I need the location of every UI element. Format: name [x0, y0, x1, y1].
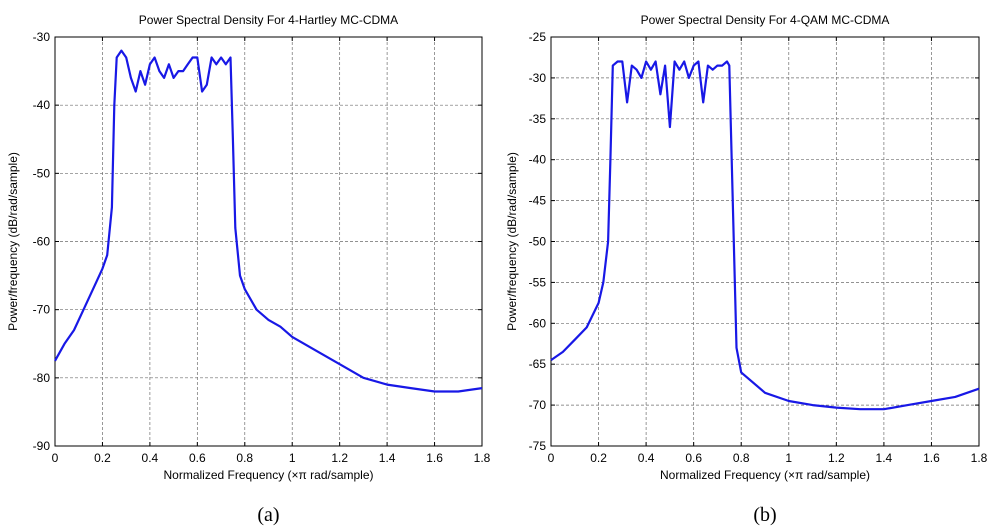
x-axis-label: Normalized Frequency (×π rad/sample)	[660, 468, 870, 482]
x-tick-label: 1.2	[828, 451, 845, 465]
x-axis-label: Normalized Frequency (×π rad/sample)	[163, 468, 373, 482]
y-tick-label: -70	[529, 398, 547, 412]
x-tick-label: 1.8	[474, 451, 491, 465]
x-tick-label: 1.8	[971, 451, 988, 465]
x-tick-label: 0	[52, 451, 59, 465]
x-tick-label: 0.6	[189, 451, 206, 465]
x-tick-label: 1.2	[331, 451, 348, 465]
y-tick-label: -90	[33, 439, 51, 453]
x-tick-label: 1.4	[876, 451, 893, 465]
x-tick-label: 0.6	[685, 451, 702, 465]
y-tick-label: -80	[33, 371, 51, 385]
y-tick-label: -25	[529, 30, 547, 44]
panel-a: 0 0.2 0.4 0.6 0.8 1 1.2 1.4 1.6 1.8 -30 -40 -50 -60 -7…	[6, 13, 491, 526]
y-tick-label: -70	[33, 303, 51, 317]
y-tick-label: -55	[529, 275, 547, 289]
y-tick-label: -40	[33, 98, 51, 112]
x-tick-label: 0	[548, 451, 555, 465]
x-tick-label: 0.8	[236, 451, 253, 465]
x-tick-label: 0.4	[638, 451, 655, 465]
y-tick-label: -30	[529, 71, 547, 85]
panel-label: (b)	[753, 504, 776, 526]
y-tick-label: -40	[529, 153, 547, 167]
y-tick-label: -75	[529, 439, 547, 453]
y-tick-label: -30	[33, 30, 51, 44]
x-tick-label: 1.6	[923, 451, 940, 465]
psd-line	[550, 60, 980, 411]
y-axis-label: Power/frequency (dB/rad/sample)	[505, 152, 519, 331]
y-tick-label: -65	[529, 357, 547, 371]
x-tick-label: 0.4	[142, 451, 159, 465]
y-axis-label: Power/frequency (dB/rad/sample)	[6, 152, 20, 331]
x-tick-label: 1.6	[426, 451, 443, 465]
y-tick-label: -45	[529, 194, 547, 208]
panel-b: 0 0.2 0.4 0.6 0.8 1 1.2 1.4 1.6 1.8 -25 -30 -35 -40 -4…	[505, 13, 988, 526]
x-tick-label: 1	[289, 451, 296, 465]
y-tick-label: -60	[33, 235, 51, 249]
x-tick-label: 1	[785, 451, 792, 465]
x-tick-label: 1.4	[379, 451, 396, 465]
y-tick-label: -50	[33, 166, 51, 180]
x-tick-label: 0.2	[590, 451, 607, 465]
psd-line	[54, 49, 483, 393]
chart-title: Power Spectral Density For 4-QAM MC-CDMA	[641, 13, 890, 27]
panel-label: (a)	[257, 504, 279, 526]
y-tick-label: -35	[529, 112, 547, 126]
plot-area	[550, 36, 980, 447]
x-tick-label: 0.2	[94, 451, 111, 465]
x-tick-label: 0.8	[733, 451, 750, 465]
y-tick-label: -60	[529, 316, 547, 330]
y-tick-label: -50	[529, 235, 547, 249]
chart-title: Power Spectral Density For 4-Hartley MC-…	[139, 13, 398, 27]
